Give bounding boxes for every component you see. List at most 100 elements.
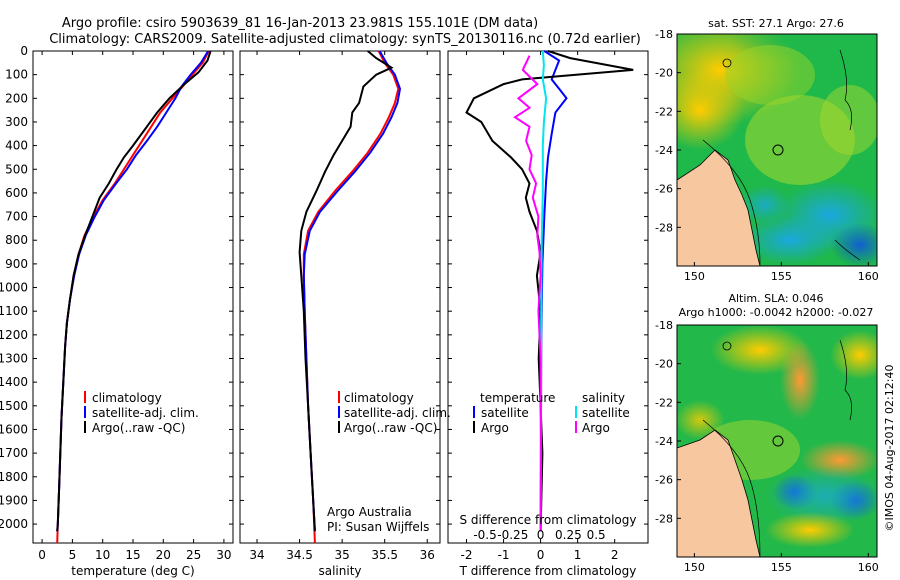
difference-xlabel: T difference from climatology: [459, 564, 637, 578]
legend-label-argo: Argo(..raw -QC): [344, 421, 437, 435]
temperature-tick-label: 30: [216, 548, 231, 562]
difference-s-tick-label: 0: [537, 528, 545, 542]
salinity-legend: climatology satellite-adj. clim. Argo(..…: [338, 391, 451, 435]
depth-tick-label: 300: [5, 115, 28, 129]
difference-panel: [447, 50, 649, 544]
depth-tick-label: 1500: [0, 399, 28, 413]
map-ytick-label: -20: [655, 358, 673, 371]
map-ytick-label: -18: [655, 28, 673, 41]
difference-s-tick-label: 0.25: [555, 528, 582, 542]
series-line-salinity-satellite: [539, 50, 548, 532]
legend-swatch-t-argo: [473, 421, 475, 433]
series-line-climatology: [56, 50, 210, 544]
series-line-salinity-argo: [513, 55, 543, 532]
legend-title-salinity: salinity: [582, 391, 625, 405]
temperature-xlabel: temperature (deg C): [71, 564, 194, 578]
depth-tick-label: 200: [5, 91, 28, 105]
depth-tick-label: 2000: [0, 517, 28, 531]
difference-t-tick-label: -1: [498, 548, 510, 562]
legend-label-satellite: satellite-adj. clim.: [92, 406, 199, 420]
depth-tick-label: 900: [5, 257, 28, 271]
temperature-tick-label: 10: [95, 548, 110, 562]
legend-swatch-argo: [84, 421, 86, 433]
map-xtick-label: 155: [771, 270, 792, 283]
sst-map-ticks: 150 155 160 -18 -20 -22 -24 -26 -28: [655, 28, 879, 283]
legend-label-t-argo: Argo: [481, 421, 509, 435]
temperature-tick-label: 0: [38, 548, 46, 562]
map-ytick-label: -20: [655, 67, 673, 80]
salinity-tick-label: 34: [249, 548, 264, 562]
map-ytick-label: -22: [655, 105, 673, 118]
difference-t-tick-label: -2: [461, 548, 473, 562]
temperature-tick-label: 25: [186, 548, 201, 562]
map-ytick-label: -24: [655, 144, 673, 157]
map-xtick-label: 160: [858, 561, 879, 574]
difference-t-tick-label: 1: [574, 548, 582, 562]
depth-tick-label: 1800: [0, 470, 28, 484]
depth-tick-label: 1600: [0, 422, 28, 436]
depth-tick-label: 1100: [0, 304, 28, 318]
annotation-line1: Argo Australia: [327, 505, 412, 519]
legend-label-s-argo: Argo: [582, 421, 610, 435]
difference-series: [465, 50, 634, 532]
depth-tick-label: 600: [5, 186, 28, 200]
salinity-tick-label: 35: [334, 548, 349, 562]
salinity-tick-label: 35.5: [371, 548, 398, 562]
temperature-tick-label: 5: [69, 548, 77, 562]
temperature-panel: [32, 50, 234, 544]
legend-swatch-t-satellite: [473, 406, 475, 418]
temperature-series: [56, 50, 212, 544]
depth-tick-label: 1300: [0, 352, 28, 366]
legend-swatch-s-satellite: [575, 406, 577, 418]
series-line-temperature-satellite: [539, 50, 568, 532]
map-xtick-label: 150: [684, 561, 705, 574]
difference-s-tick-label: -0.25: [497, 528, 528, 542]
depth-tick-label: 700: [5, 210, 28, 224]
sst-map: [677, 34, 877, 266]
legend-swatch-satellite: [84, 406, 86, 418]
difference-t-tick-label: 2: [611, 548, 619, 562]
legend-label-climatology: climatology: [92, 391, 162, 405]
legend-title-temperature: temperature: [480, 391, 555, 405]
depth-tick-label: 1900: [0, 493, 28, 507]
temperature-tick-label: 15: [125, 548, 140, 562]
legend-swatch-s-argo: [575, 421, 577, 433]
legend-swatch-climatology: [84, 391, 86, 403]
series-line-temperature-argo: [465, 50, 634, 532]
legend-label-s-satellite: satellite: [582, 406, 630, 420]
series-line-satellite-adj-clim-: [56, 50, 210, 532]
difference-s-tick-label: -0.5: [473, 528, 496, 542]
difference-s-tick-label: 0.5: [587, 528, 606, 542]
legend-swatch-satellite: [338, 406, 340, 418]
annotation-line2: PI: Susan Wijffels: [327, 520, 429, 534]
depth-axis: 0 100 200 300 400 500 600 700 800 900 1000 1100 1200…: [0, 44, 648, 531]
salinity-series: [298, 50, 402, 544]
timestamp: ©IMOS 04-Aug-2017 02:12:40: [883, 365, 896, 532]
map-xtick-label: 160: [858, 270, 879, 283]
depth-tick-label: 100: [5, 68, 28, 82]
salinity-tick-label: 34.5: [286, 548, 313, 562]
map-ytick-label: -26: [655, 183, 673, 196]
sla-map-subtitle: Argo h1000: -0.0042 h2000: -0.027: [679, 306, 874, 319]
legend-label-satellite: satellite-adj. clim.: [344, 406, 451, 420]
depth-tick-label: 500: [5, 162, 28, 176]
series-line-argo-raw-qc-: [298, 50, 394, 532]
salinity-tick-label: 36: [420, 548, 435, 562]
header-line2: Climatology: CARS2009. Satellite-adjuste…: [49, 32, 641, 47]
depth-tick-label: 0: [20, 44, 28, 58]
difference-t-tick-label: 0: [537, 548, 545, 562]
series-line-argo-raw-qc-: [56, 50, 212, 532]
difference-legend: temperature salinity satellite Argo sate…: [473, 391, 630, 435]
sla-map-ticks: 150 155 160 -18 -20 -22 -24 -26 -28: [655, 319, 879, 574]
legend-label-climatology: climatology: [344, 391, 414, 405]
map-ytick-label: -28: [655, 221, 673, 234]
sla-map-title: Altim. SLA: 0.046: [728, 292, 823, 305]
salinity-xlabel: salinity: [318, 564, 361, 578]
legend-swatch-argo: [338, 421, 340, 433]
sla-map: [677, 325, 877, 557]
legend-swatch-climatology: [338, 391, 340, 403]
header-line1: Argo profile: csiro 5903639_81 16-Jan-20…: [62, 16, 538, 31]
map-ytick-label: -22: [655, 396, 673, 409]
map-ytick-label: -18: [655, 319, 673, 332]
depth-tick-label: 1700: [0, 446, 28, 460]
